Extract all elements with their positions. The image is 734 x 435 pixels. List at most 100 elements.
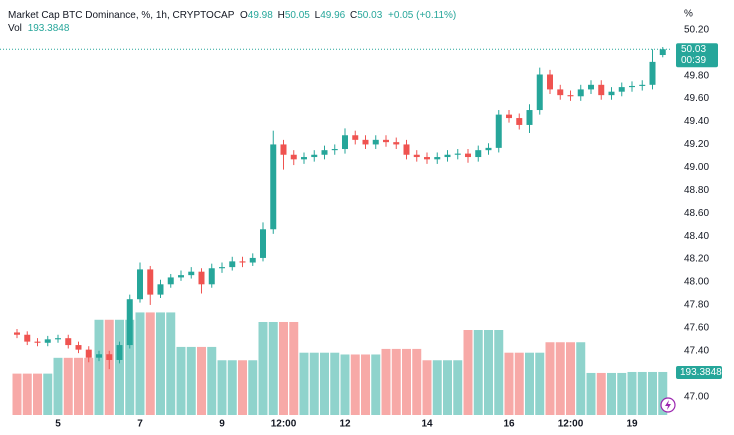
volume-bar bbox=[115, 319, 124, 415]
x-tick-label: 12:00 bbox=[558, 419, 584, 430]
candle-body bbox=[239, 261, 246, 263]
candle-body bbox=[516, 118, 523, 125]
price-badge-countdown: 00:39 bbox=[681, 55, 706, 66]
candle-body bbox=[557, 89, 564, 96]
volume-bar bbox=[402, 348, 411, 415]
volume-bar bbox=[514, 352, 524, 415]
candle-body bbox=[44, 339, 51, 343]
ohlc-value: 49.98 bbox=[248, 10, 273, 21]
volume-bar bbox=[320, 352, 329, 415]
ohlc-label: O bbox=[240, 10, 248, 21]
candle-body bbox=[208, 268, 215, 285]
candle-body bbox=[383, 139, 389, 143]
candle-body bbox=[362, 139, 369, 145]
volume-bar bbox=[166, 312, 176, 415]
candle-body bbox=[567, 95, 574, 97]
volume-bar bbox=[637, 371, 647, 415]
volume-bar bbox=[504, 352, 514, 415]
volume-bar bbox=[74, 357, 83, 415]
volume-bar bbox=[555, 342, 565, 415]
volume-bar bbox=[33, 373, 42, 415]
candle-body bbox=[188, 271, 195, 276]
price-badge-value: 50.03 bbox=[681, 44, 706, 55]
y-tick-label: 49.00 bbox=[684, 162, 709, 173]
volume-bar bbox=[432, 360, 442, 415]
volume-bar bbox=[53, 357, 63, 415]
volume-bar bbox=[248, 360, 258, 415]
volume-bar bbox=[627, 371, 637, 415]
volume-bar bbox=[566, 342, 575, 415]
axis-unit: % bbox=[684, 9, 693, 20]
volume-bar bbox=[391, 348, 401, 415]
y-tick-label: 47.40 bbox=[684, 345, 709, 356]
volume-label: Vol bbox=[8, 23, 22, 34]
volume-bar bbox=[145, 312, 155, 415]
volume-bar bbox=[176, 346, 186, 415]
volume-legend: Vol 193.3848 bbox=[8, 23, 70, 34]
volume-bar bbox=[22, 373, 32, 415]
volume-bar bbox=[607, 372, 616, 415]
candle-body bbox=[629, 85, 635, 88]
candle-body bbox=[639, 84, 646, 86]
candle-body bbox=[485, 147, 492, 151]
candle-body bbox=[14, 332, 20, 335]
x-tick-label: 5 bbox=[55, 419, 61, 430]
ohlc-value: 49.96 bbox=[320, 10, 345, 21]
candle-body bbox=[321, 150, 328, 155]
candle-body bbox=[137, 269, 143, 300]
candle-body bbox=[413, 154, 420, 158]
candle-body bbox=[352, 135, 359, 140]
volume-bar bbox=[156, 312, 165, 415]
volume-bar bbox=[381, 348, 391, 415]
candle-body bbox=[598, 84, 605, 96]
x-tick-label: 12:00 bbox=[271, 419, 297, 430]
ohlc-label: L bbox=[315, 10, 321, 21]
candle-body bbox=[649, 61, 656, 85]
candle-body bbox=[608, 91, 615, 96]
price-badge bbox=[676, 43, 718, 68]
candle-body bbox=[372, 139, 379, 145]
volume-bar bbox=[299, 352, 309, 415]
event-icon-bolt bbox=[665, 400, 671, 410]
volume-badge-value: 193.3848 bbox=[680, 367, 722, 378]
volume-bar bbox=[484, 330, 493, 415]
candle-layer bbox=[14, 46, 666, 370]
candle-body bbox=[454, 153, 461, 155]
volume-bar bbox=[545, 342, 555, 415]
candle-body bbox=[618, 87, 625, 92]
candle-body bbox=[167, 277, 174, 285]
y-tick-label: 49.60 bbox=[684, 93, 709, 104]
y-tick-label: 49.20 bbox=[684, 139, 709, 150]
legend-line: Market Cap BTC Dominance, %, 1h, CRYPTOC… bbox=[8, 10, 456, 21]
volume-bar bbox=[268, 321, 278, 415]
volume-bar bbox=[238, 360, 247, 415]
candle-body bbox=[24, 334, 31, 342]
x-tick-label: 16 bbox=[503, 419, 515, 430]
candle-body bbox=[393, 142, 400, 145]
candle-body bbox=[577, 89, 584, 97]
volume-bar bbox=[463, 330, 473, 415]
volume-bar bbox=[125, 319, 135, 415]
volume-bar bbox=[350, 354, 360, 415]
volume-layer bbox=[12, 312, 668, 415]
y-tick-label: 48.60 bbox=[684, 208, 709, 219]
candle-body bbox=[424, 157, 430, 160]
ohlc-value: 50.03 bbox=[357, 10, 382, 21]
y-tick-label: 48.20 bbox=[684, 254, 709, 265]
volume-bar bbox=[361, 354, 370, 415]
volume-bar bbox=[453, 360, 463, 415]
candle-body bbox=[198, 271, 205, 285]
volume-bar bbox=[12, 373, 22, 415]
candle-body bbox=[249, 257, 256, 263]
candle-body bbox=[126, 299, 133, 346]
volume-bar bbox=[617, 372, 627, 415]
candle-body bbox=[229, 261, 236, 268]
candle-body bbox=[475, 150, 482, 158]
volume-bar bbox=[648, 371, 657, 415]
volume-bar bbox=[186, 346, 196, 415]
y-tick-label: 50.20 bbox=[684, 24, 709, 35]
volume-badge bbox=[676, 365, 722, 379]
candle-body bbox=[465, 153, 471, 158]
y-tick-label: 49.80 bbox=[684, 70, 709, 81]
